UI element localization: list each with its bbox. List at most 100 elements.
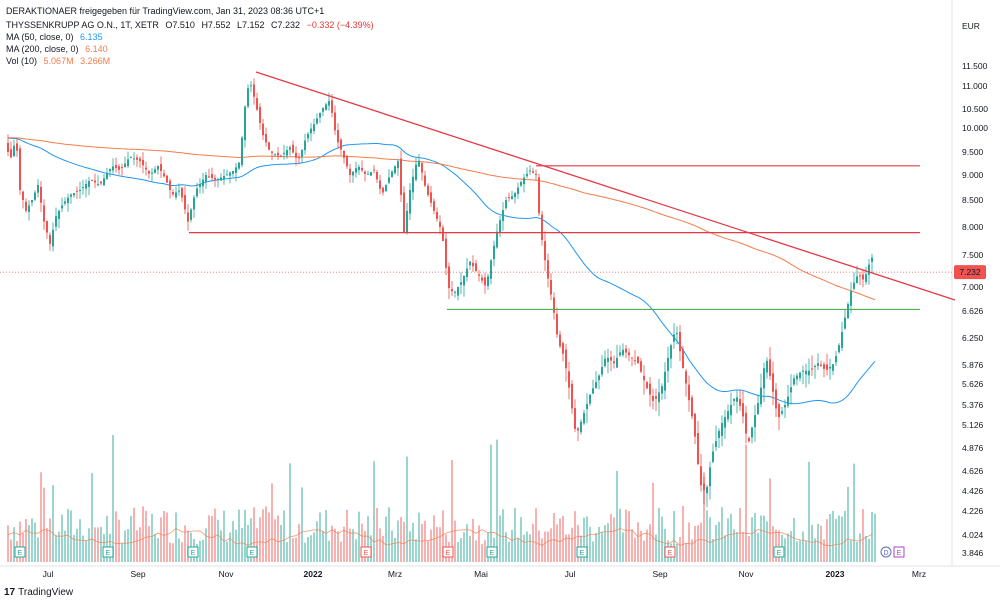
volume-bar	[817, 523, 819, 562]
candle-body	[283, 152, 285, 155]
volume-bar	[793, 517, 795, 562]
volume-bar	[25, 519, 27, 562]
candle-body	[190, 209, 192, 220]
candle-body	[166, 175, 168, 183]
volume-bar	[730, 513, 732, 562]
candle-body	[280, 155, 282, 157]
volume-bar	[706, 510, 708, 562]
candle-body	[64, 201, 66, 204]
candle-body	[175, 192, 177, 198]
candle-body	[43, 205, 45, 222]
candle-body	[364, 171, 366, 174]
volume-legend[interactable]: Vol (10) 5.067M 3.266M	[6, 56, 114, 67]
volume-bar	[496, 439, 498, 562]
volume-bar	[733, 529, 735, 562]
volume-bar	[631, 529, 633, 562]
volume-bar	[340, 541, 342, 562]
candle-body	[574, 408, 576, 429]
candle-body	[511, 196, 513, 199]
candle-body	[40, 186, 42, 203]
candle-body	[619, 352, 621, 356]
earnings-marker-icon	[187, 546, 199, 558]
candle-body	[853, 282, 855, 289]
candle-body	[136, 157, 138, 160]
volume-bar	[472, 518, 474, 562]
candle-body	[61, 205, 63, 209]
volume-bar	[604, 525, 606, 562]
candle-body	[514, 193, 516, 198]
candle-body	[181, 187, 183, 198]
volume-bar	[409, 531, 411, 562]
volume-bar	[766, 521, 768, 562]
volume-bar	[541, 538, 543, 562]
volume-bar	[79, 519, 81, 562]
volume-bar	[688, 522, 690, 562]
candle-body	[394, 166, 396, 174]
volume-bar	[235, 529, 237, 562]
volume-bar	[304, 542, 306, 562]
volume-bar	[349, 528, 351, 562]
volume-bar	[13, 527, 15, 562]
volume-bar	[58, 531, 60, 562]
candle-body	[520, 181, 522, 186]
volume-bar	[364, 530, 366, 562]
volume-bar	[52, 485, 54, 562]
dividend-marker-icon	[880, 546, 892, 558]
candle-body	[160, 164, 162, 171]
volume-bar	[628, 511, 630, 562]
candle-body	[454, 291, 456, 293]
volume-bar	[322, 530, 324, 562]
volume-bar	[100, 526, 102, 562]
candle-body	[796, 375, 798, 380]
volume-bar	[529, 534, 531, 562]
volume-bar	[424, 520, 426, 562]
volume-bar	[166, 512, 168, 562]
ma50-legend[interactable]: MA (50, close, 0) 6.135	[6, 32, 107, 43]
candle-body	[415, 164, 417, 180]
candle-body	[289, 147, 291, 150]
volume-bar	[205, 528, 207, 562]
candle-body	[424, 175, 426, 186]
candle-body	[799, 372, 801, 379]
volume-bar	[808, 461, 810, 562]
volume-bar	[784, 538, 786, 562]
candle-body	[778, 404, 780, 418]
volume-bar	[664, 528, 666, 562]
volume-bar	[553, 512, 555, 562]
tradingview-brand[interactable]: 17 TradingView	[4, 587, 73, 598]
volume-bar	[724, 535, 726, 562]
candle-body	[661, 386, 663, 394]
volume-bar	[451, 460, 453, 562]
event-marker-label: E	[18, 550, 23, 557]
volume-bar	[514, 507, 516, 562]
candle-body	[211, 173, 213, 178]
candle-body	[544, 241, 546, 261]
candle-body	[862, 274, 864, 280]
candle-body	[817, 363, 819, 366]
y-tick-label: 8.500	[962, 195, 984, 205]
candle-body	[433, 201, 435, 211]
candle-body	[16, 143, 18, 151]
ma200-legend[interactable]: MA (200, close, 0) 6.140	[6, 44, 112, 55]
volume-bar	[250, 518, 252, 562]
candle-body	[37, 185, 39, 193]
volume-bar	[265, 506, 267, 562]
volume-bar	[133, 507, 135, 562]
candle-body	[214, 177, 216, 180]
volume-bar	[511, 529, 513, 562]
volume-bar	[217, 519, 219, 562]
volume-bar	[178, 538, 180, 562]
candle-body	[673, 334, 675, 342]
symbol-name: THYSSENKRUPP AG O.N., 1T, XETR	[6, 20, 159, 30]
candle-body	[124, 163, 126, 168]
volume-bar	[442, 510, 444, 562]
volume-bar	[844, 510, 846, 562]
y-tick-label: 5.876	[962, 360, 984, 370]
volume-bar	[871, 511, 873, 562]
volume-bar	[649, 524, 651, 562]
candle-body	[646, 381, 648, 389]
candle-body	[754, 415, 756, 428]
candle-body	[688, 384, 690, 401]
candle-body	[142, 159, 144, 166]
